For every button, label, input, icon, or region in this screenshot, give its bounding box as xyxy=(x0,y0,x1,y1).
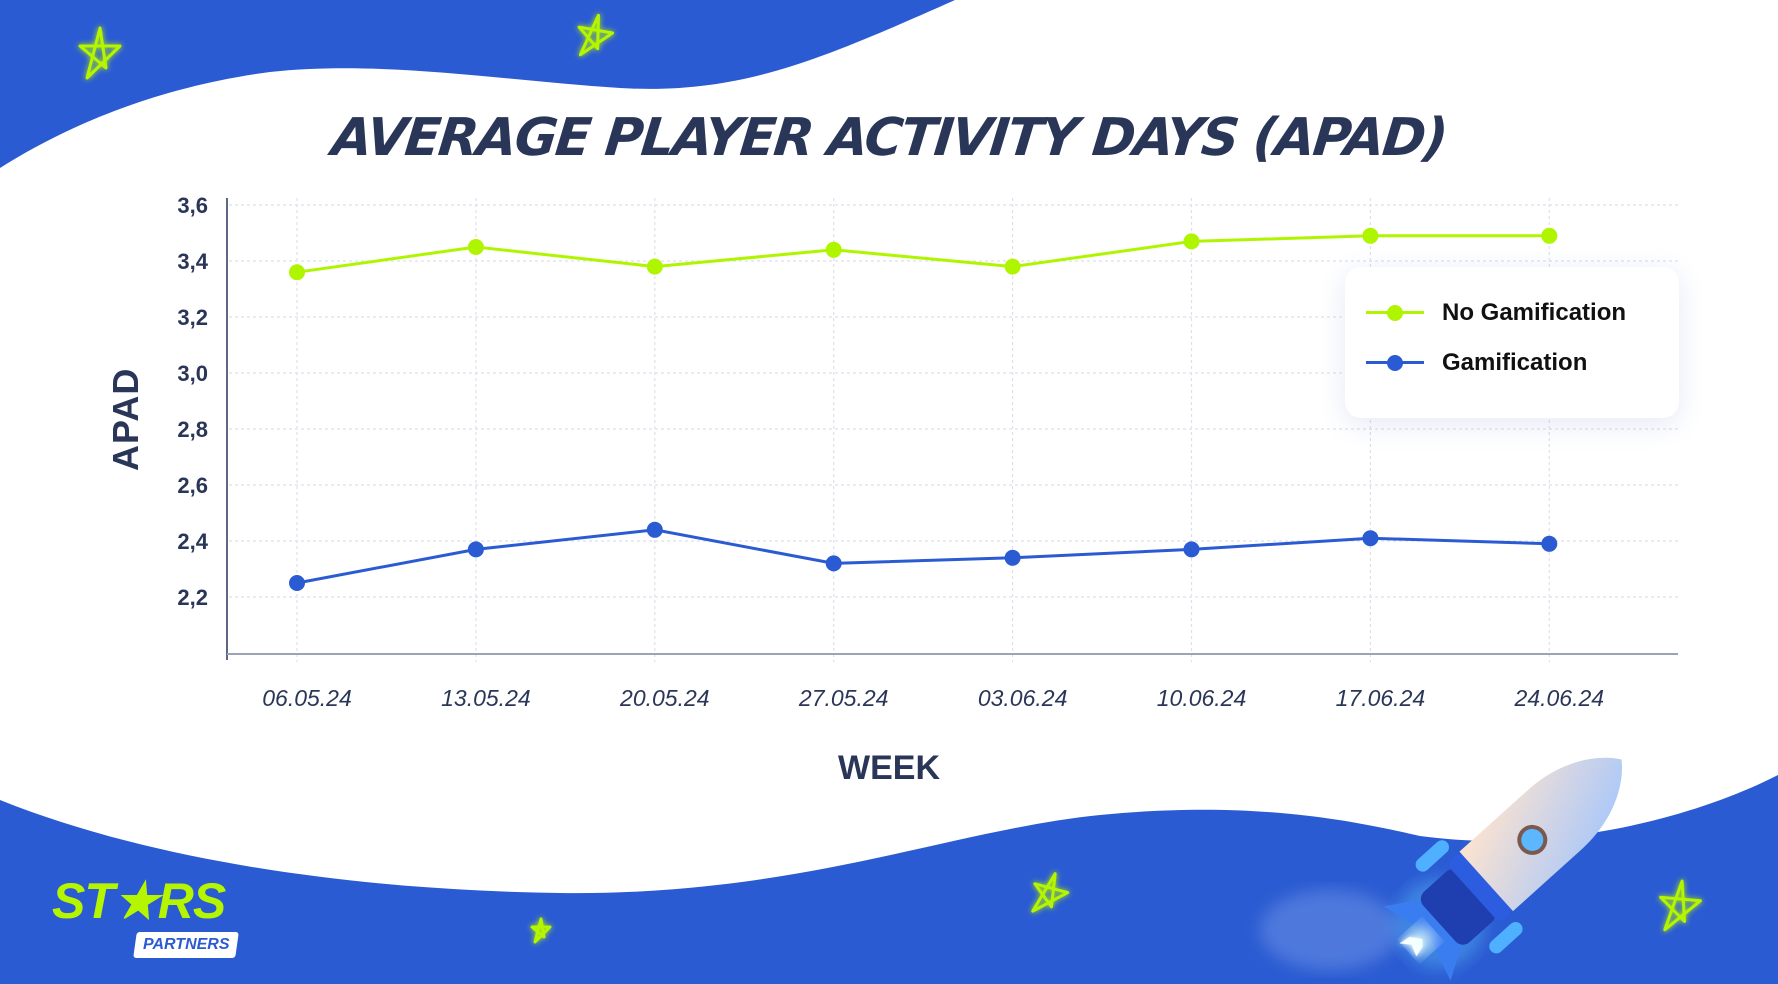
y-tick-label: 2,6 xyxy=(177,473,208,498)
x-tick-label: 06.05.24 xyxy=(262,685,352,711)
data-point[interactable] xyxy=(646,521,663,538)
x-tick-label: 20.05.24 xyxy=(619,685,710,711)
top-wave xyxy=(0,0,955,168)
series-gamification xyxy=(289,521,1558,591)
data-point[interactable] xyxy=(646,258,663,275)
x-tick-label: 13.05.24 xyxy=(441,685,531,711)
chart-legend: No Gamification Gamification xyxy=(1345,267,1679,418)
data-point[interactable] xyxy=(1541,535,1558,552)
legend-swatch-gamification xyxy=(1366,348,1424,378)
y-tick-label: 3,2 xyxy=(177,305,208,330)
rocket-smoke xyxy=(1260,890,1400,970)
legend-label: Gamification xyxy=(1442,349,1588,376)
y-tick-label: 3,0 xyxy=(177,361,208,386)
data-point[interactable] xyxy=(1362,227,1379,244)
stars-partners-logo: ST★RS PARTNERS xyxy=(52,872,242,962)
y-tick-label: 2,4 xyxy=(177,529,208,554)
logo-tag: PARTNERS xyxy=(133,932,239,958)
data-point[interactable] xyxy=(1004,258,1021,275)
logo-wordmark: ST★RS xyxy=(52,873,226,929)
series-no-gamification xyxy=(289,227,1558,281)
y-tick-label: 3,4 xyxy=(177,249,208,274)
y-axis-title: APAD xyxy=(105,367,146,471)
data-point[interactable] xyxy=(467,541,484,558)
x-tick-labels: 06.05.24 13.05.24 20.05.24 27.05.24 03.06.24… xyxy=(262,685,1604,711)
x-tick-label: 24.06.24 xyxy=(1514,685,1605,711)
legend-item-no-gamification[interactable]: No Gamification xyxy=(1366,298,1626,328)
y-tick-labels: 3,6 3,4 3,2 3,0 2,8 2,6 2,4 2,2 xyxy=(177,193,208,610)
y-tick-label: 3,6 xyxy=(177,193,208,218)
legend-label: No Gamification xyxy=(1442,299,1627,326)
data-point[interactable] xyxy=(1004,549,1021,566)
rocket-icon xyxy=(1383,757,1622,981)
x-tick-label: 27.05.24 xyxy=(798,685,889,711)
logo-tag-text: PARTNERS xyxy=(142,936,230,953)
data-point[interactable] xyxy=(1183,233,1200,250)
y-tick-label: 2,8 xyxy=(177,417,208,442)
series-lines xyxy=(289,227,1558,591)
data-point[interactable] xyxy=(1183,541,1200,558)
data-point[interactable] xyxy=(1362,530,1379,547)
data-point[interactable] xyxy=(825,241,842,258)
star-icon xyxy=(78,13,1702,944)
data-point[interactable] xyxy=(467,239,484,255)
y-tick-label: 2,2 xyxy=(177,585,208,610)
legend-item-gamification[interactable]: Gamification xyxy=(1366,348,1587,378)
data-point[interactable] xyxy=(289,575,305,591)
data-point[interactable] xyxy=(825,555,842,572)
data-point[interactable] xyxy=(289,264,305,281)
x-tick-label: 10.06.24 xyxy=(1157,685,1247,711)
data-point[interactable] xyxy=(1541,227,1558,244)
x-axis-title: WEEK xyxy=(838,749,940,787)
legend-swatch-no-gamification xyxy=(1366,298,1424,328)
x-tick-label: 17.06.24 xyxy=(1336,685,1426,711)
x-tick-label: 03.06.24 xyxy=(978,685,1068,711)
